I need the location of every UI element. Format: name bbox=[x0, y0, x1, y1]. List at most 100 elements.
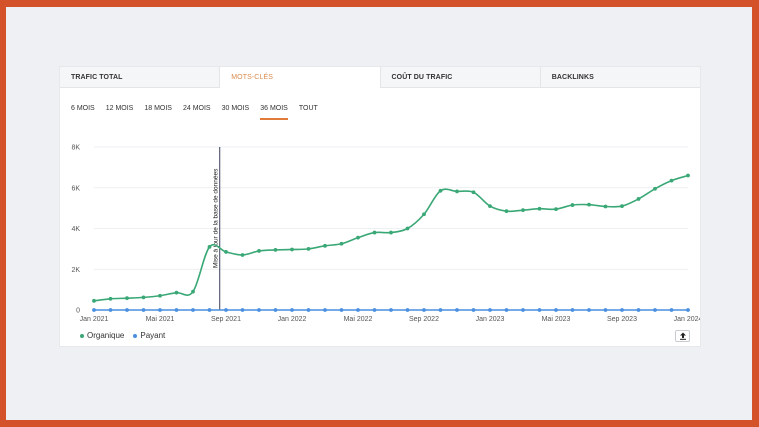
data-point-organique bbox=[356, 235, 360, 240]
data-point-payant bbox=[92, 308, 96, 312]
data-point-payant bbox=[141, 308, 146, 312]
export-button[interactable] bbox=[675, 330, 690, 342]
data-point-organique bbox=[290, 247, 294, 252]
x-tick-label: Jan 2024 bbox=[674, 316, 700, 323]
data-point-payant bbox=[356, 308, 360, 312]
data-point-organique bbox=[240, 253, 245, 257]
data-point-organique bbox=[620, 204, 624, 208]
period-30-mois[interactable]: 30 MOIS bbox=[221, 105, 250, 112]
x-tick-label: Sep 2021 bbox=[211, 316, 241, 323]
data-point-payant bbox=[389, 308, 393, 312]
data-point-payant bbox=[224, 308, 228, 312]
legend-item-payant[interactable]: Payant bbox=[133, 331, 165, 340]
data-point-organique bbox=[455, 189, 459, 194]
data-point-payant bbox=[504, 308, 509, 312]
data-point-payant bbox=[323, 308, 327, 312]
data-point-payant bbox=[240, 308, 245, 312]
data-point-organique bbox=[405, 226, 410, 231]
data-point-payant bbox=[686, 308, 690, 312]
data-point-organique bbox=[471, 190, 476, 195]
data-point-organique bbox=[669, 178, 674, 183]
x-tick-label: Jan 2021 bbox=[80, 316, 109, 323]
x-axis-ticks: Jan 2021 Mai 2021 Sep 2021 Jan 2022 Mai 2022… bbox=[80, 316, 700, 323]
x-tick-label: Jan 2022 bbox=[278, 316, 307, 323]
data-point-payant bbox=[669, 308, 674, 312]
data-point-organique bbox=[207, 244, 212, 249]
x-tick-label: Sep 2022 bbox=[409, 316, 439, 323]
data-point-payant bbox=[257, 308, 261, 312]
data-point-payant bbox=[455, 308, 459, 312]
data-point-payant bbox=[537, 308, 542, 312]
x-tick-label: Mai 2022 bbox=[344, 316, 373, 323]
period-18-mois[interactable]: 18 MOIS bbox=[144, 105, 172, 112]
period-36-mois[interactable]: 36 MOIS bbox=[260, 104, 288, 120]
data-point-organique bbox=[537, 206, 542, 211]
series-line-organique bbox=[93, 174, 689, 302]
data-point-organique bbox=[158, 293, 162, 298]
data-point-organique bbox=[554, 207, 558, 212]
data-point-payant bbox=[422, 308, 426, 312]
tab-trafic-total[interactable]: TRAFIC TOTAL bbox=[60, 67, 221, 88]
y-tick-label: 4K bbox=[71, 226, 80, 233]
data-point-payant bbox=[620, 308, 624, 312]
data-point-payant bbox=[191, 308, 195, 312]
traffic-card: TRAFIC TOTAL MOTS-CLÉS COÛT DU TRAFIC BA… bbox=[60, 67, 700, 346]
data-point-payant bbox=[207, 308, 212, 312]
data-point-payant bbox=[521, 308, 525, 312]
data-point-payant bbox=[554, 308, 558, 312]
period-24-mois[interactable]: 24 MOIS bbox=[182, 105, 211, 112]
data-point-organique bbox=[653, 186, 657, 191]
legend-label-payant: Payant bbox=[140, 331, 166, 340]
data-point-payant bbox=[372, 308, 377, 312]
data-point-organique bbox=[323, 243, 327, 248]
period-12-mois[interactable]: 12 MOIS bbox=[105, 105, 134, 112]
data-point-organique bbox=[488, 204, 492, 208]
annotation-label: Mise à jour de la base de données bbox=[213, 168, 220, 268]
data-point-payant bbox=[125, 308, 129, 312]
y-tick-label: 2K bbox=[71, 267, 80, 274]
data-point-organique bbox=[174, 290, 179, 295]
upload-icon bbox=[679, 332, 686, 340]
legend-dot-organique bbox=[80, 333, 84, 338]
period-6-mois[interactable]: 6 MOIS bbox=[71, 105, 95, 112]
legend-item-organique[interactable]: Organique bbox=[80, 331, 124, 340]
y-tick-label: 8K bbox=[71, 145, 80, 152]
tab-cout-du-trafic[interactable]: COÛT DU TRAFIC bbox=[380, 67, 541, 88]
data-point-organique bbox=[389, 230, 393, 235]
data-point-organique bbox=[224, 250, 228, 254]
y-tick-label: 0 bbox=[76, 308, 80, 315]
data-point-organique bbox=[587, 202, 591, 207]
series-layer bbox=[92, 173, 690, 312]
data-point-payant bbox=[290, 308, 294, 312]
x-tick-label: Mai 2021 bbox=[146, 316, 175, 323]
annotation-layer: Mise à jour de la base de données bbox=[213, 147, 221, 310]
data-point-organique bbox=[108, 296, 113, 301]
data-point-payant bbox=[339, 308, 344, 312]
data-point-organique bbox=[191, 289, 195, 294]
data-point-organique bbox=[92, 298, 96, 303]
data-point-payant bbox=[653, 308, 657, 312]
data-point-payant bbox=[306, 308, 311, 312]
tab-bar: TRAFIC TOTAL MOTS-CLÉS COÛT DU TRAFIC BA… bbox=[60, 67, 700, 88]
tab-backlinks[interactable]: BACKLINKS bbox=[540, 67, 700, 88]
legend-label-organique: Organique bbox=[87, 331, 125, 340]
tab-mots-cles[interactable]: MOTS-CLÉS bbox=[220, 67, 381, 88]
data-point-payant bbox=[636, 308, 641, 312]
data-point-organique bbox=[686, 173, 690, 178]
y-tick-label: 6K bbox=[71, 185, 80, 192]
page-frame: TRAFIC TOTAL MOTS-CLÉS COÛT DU TRAFIC BA… bbox=[6, 7, 752, 420]
data-point-organique bbox=[521, 208, 525, 213]
data-point-organique bbox=[603, 204, 608, 209]
y-axis-ticks: 0 2K 4K 6K 8K bbox=[71, 145, 80, 315]
data-point-organique bbox=[125, 296, 129, 301]
period-selector: 6 MOIS 12 MOIS 18 MOIS 24 MOIS 30 MOIS 3… bbox=[71, 104, 329, 120]
x-tick-label: Sep 2023 bbox=[607, 316, 637, 323]
period-tout[interactable]: TOUT bbox=[298, 105, 318, 112]
data-point-organique bbox=[636, 197, 641, 201]
data-point-organique bbox=[570, 203, 575, 207]
data-point-payant bbox=[158, 308, 162, 312]
data-point-payant bbox=[438, 308, 443, 312]
data-point-payant bbox=[587, 308, 591, 312]
data-point-organique bbox=[257, 249, 261, 253]
